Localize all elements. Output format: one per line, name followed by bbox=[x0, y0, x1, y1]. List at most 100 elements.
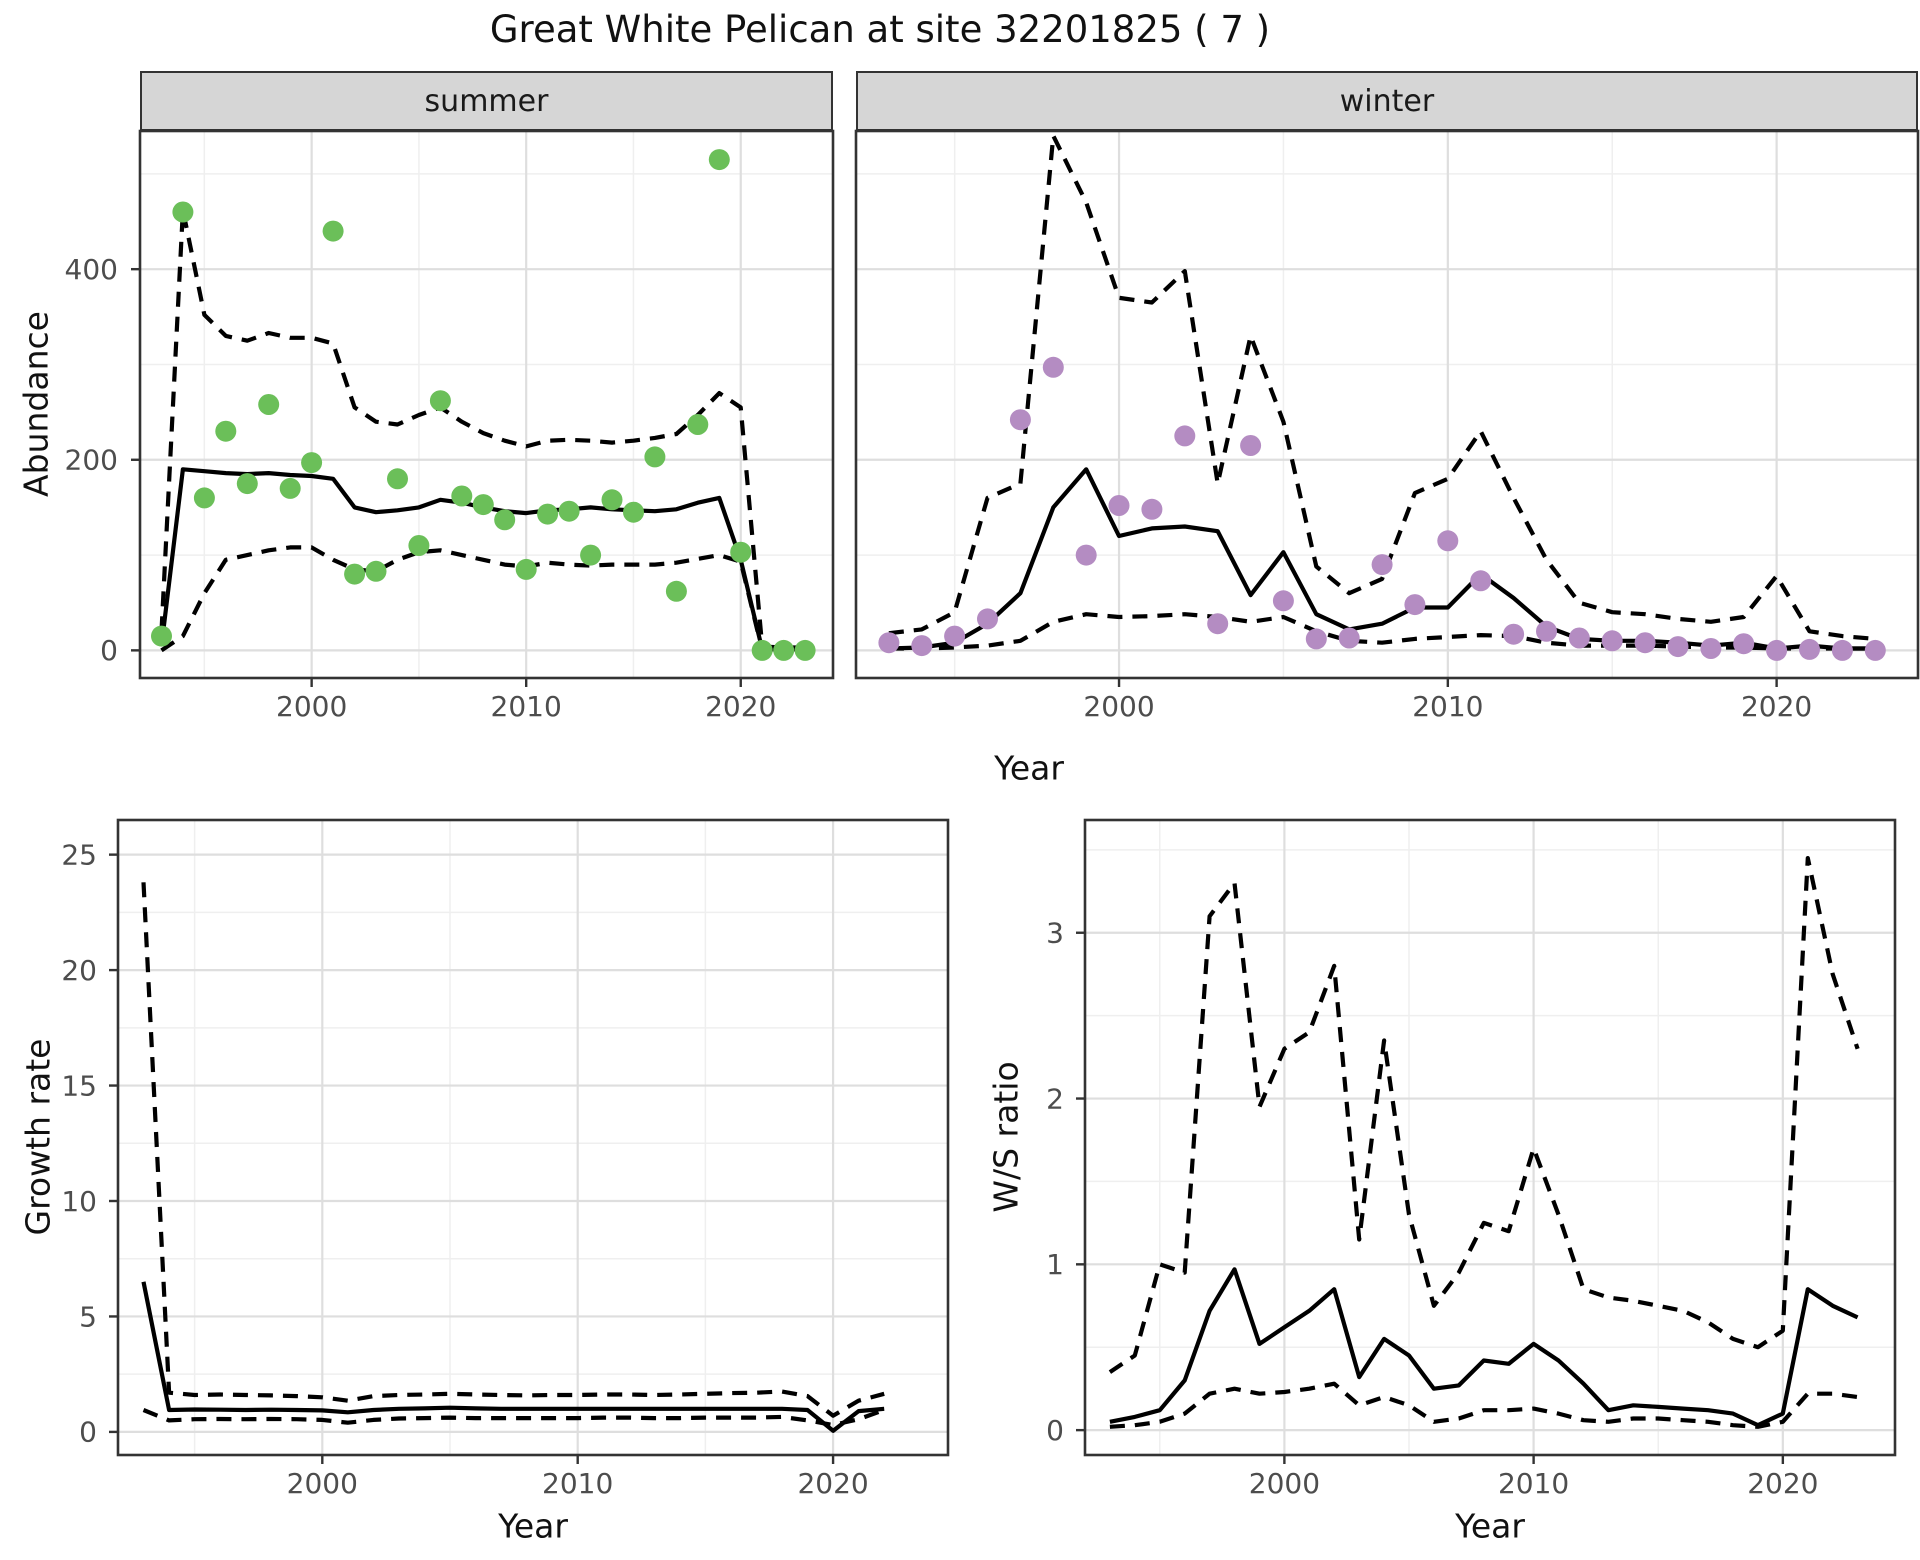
upper_ci-line bbox=[159, 208, 806, 650]
y-tick-label: 1 bbox=[1046, 1248, 1064, 1281]
data-point bbox=[1108, 495, 1130, 516]
data-point bbox=[1634, 632, 1656, 654]
y-tick-label: 400 bbox=[65, 253, 118, 286]
facet-strip-summer: summer bbox=[140, 71, 833, 131]
data-point bbox=[408, 535, 430, 556]
data-point bbox=[451, 485, 473, 507]
median-line bbox=[141, 1281, 885, 1433]
data-point bbox=[878, 632, 900, 654]
data-point bbox=[1766, 639, 1788, 661]
x-tick-label: 2020 bbox=[705, 690, 776, 723]
lower_ci-line bbox=[160, 545, 806, 653]
data-point bbox=[1536, 620, 1557, 642]
data-point bbox=[279, 477, 301, 499]
y-tick-label: 0 bbox=[100, 634, 118, 667]
data-point bbox=[1272, 590, 1294, 612]
x-tick-label: 2020 bbox=[1741, 690, 1812, 723]
data-point bbox=[1338, 627, 1360, 649]
data-point bbox=[687, 414, 709, 435]
x-tick-label: 2000 bbox=[1249, 1467, 1320, 1500]
data-point bbox=[236, 473, 258, 495]
data-point bbox=[601, 489, 623, 511]
facet-strip-winter: winter bbox=[856, 71, 1918, 131]
lower_ci-line bbox=[142, 1408, 885, 1428]
data-point bbox=[494, 509, 516, 531]
data-point bbox=[172, 201, 194, 223]
data-point bbox=[365, 560, 387, 582]
y-tick-label: 15 bbox=[61, 1069, 97, 1102]
data-point bbox=[1075, 544, 1097, 566]
data-point bbox=[1240, 435, 1262, 456]
data-point bbox=[301, 452, 323, 474]
median-line bbox=[1109, 1267, 1859, 1428]
data-point bbox=[1799, 638, 1820, 660]
data-point bbox=[387, 468, 408, 490]
panel-border bbox=[116, 818, 950, 1457]
x-tick-label: 2020 bbox=[797, 1467, 868, 1500]
x-tick-label: 2010 bbox=[491, 690, 562, 723]
y-tick-label: 200 bbox=[65, 444, 118, 477]
data-point bbox=[730, 541, 752, 563]
data-point bbox=[911, 635, 933, 657]
x-tick-label: 2000 bbox=[1083, 690, 1154, 723]
data-point bbox=[1700, 638, 1722, 659]
x-axis-title-year-top: Year bbox=[994, 748, 1064, 788]
x-tick-label: 2010 bbox=[1412, 690, 1483, 723]
upper_ci-line bbox=[141, 882, 885, 1418]
panel-border bbox=[1083, 818, 1897, 1457]
data-point bbox=[1404, 594, 1426, 616]
y-tick-label: 10 bbox=[61, 1185, 97, 1218]
panel-border bbox=[138, 129, 835, 680]
y-tick-label: 20 bbox=[61, 954, 97, 987]
data-point bbox=[1568, 627, 1590, 649]
x-tick-label: 2000 bbox=[287, 1467, 358, 1500]
data-point bbox=[1437, 530, 1459, 552]
data-point bbox=[1141, 498, 1163, 520]
data-point bbox=[215, 420, 237, 442]
data-point bbox=[665, 580, 687, 602]
data-point bbox=[429, 390, 451, 412]
data-point bbox=[1009, 409, 1031, 431]
data-point bbox=[1601, 630, 1623, 652]
upper_ci-line bbox=[1108, 856, 1860, 1374]
data-point bbox=[258, 394, 280, 415]
data-point bbox=[1667, 636, 1689, 658]
facet-label-winter: winter bbox=[1339, 83, 1435, 119]
data-point bbox=[944, 625, 966, 647]
data-point bbox=[1470, 570, 1492, 592]
x-axis-title-year-ws: Year bbox=[1455, 1506, 1525, 1546]
data-point bbox=[1305, 628, 1327, 650]
data-point bbox=[623, 501, 644, 523]
y-tick-label: 3 bbox=[1046, 917, 1064, 950]
panel-border bbox=[854, 129, 1920, 680]
data-point bbox=[977, 608, 998, 630]
x-tick-label: 2000 bbox=[276, 690, 347, 723]
data-point bbox=[1174, 425, 1196, 447]
chart-title: Great White Pelican at site 32201825 ( 7… bbox=[489, 8, 1271, 51]
data-point bbox=[1864, 639, 1886, 661]
data-point bbox=[1733, 633, 1755, 655]
y-tick-label: 0 bbox=[79, 1416, 97, 1449]
data-point bbox=[1503, 623, 1525, 645]
data-point bbox=[322, 220, 344, 242]
data-point bbox=[708, 149, 730, 171]
data-point bbox=[773, 639, 795, 661]
upper_ci-line bbox=[888, 133, 1876, 641]
data-point bbox=[151, 625, 172, 647]
y-tick-label: 5 bbox=[79, 1300, 97, 1333]
data-point bbox=[1831, 639, 1853, 661]
data-point bbox=[1207, 613, 1229, 635]
data-point bbox=[580, 544, 602, 566]
x-tick-label: 2020 bbox=[1747, 1467, 1818, 1500]
data-point bbox=[751, 639, 773, 661]
lower_ci-line bbox=[1109, 1381, 1858, 1429]
data-point bbox=[558, 500, 580, 522]
data-point bbox=[644, 446, 666, 468]
y-tick-label: 25 bbox=[61, 838, 97, 871]
data-point bbox=[794, 639, 816, 661]
data-point bbox=[515, 558, 537, 580]
y-tick-label: 0 bbox=[1046, 1414, 1064, 1447]
data-point bbox=[1371, 554, 1393, 576]
